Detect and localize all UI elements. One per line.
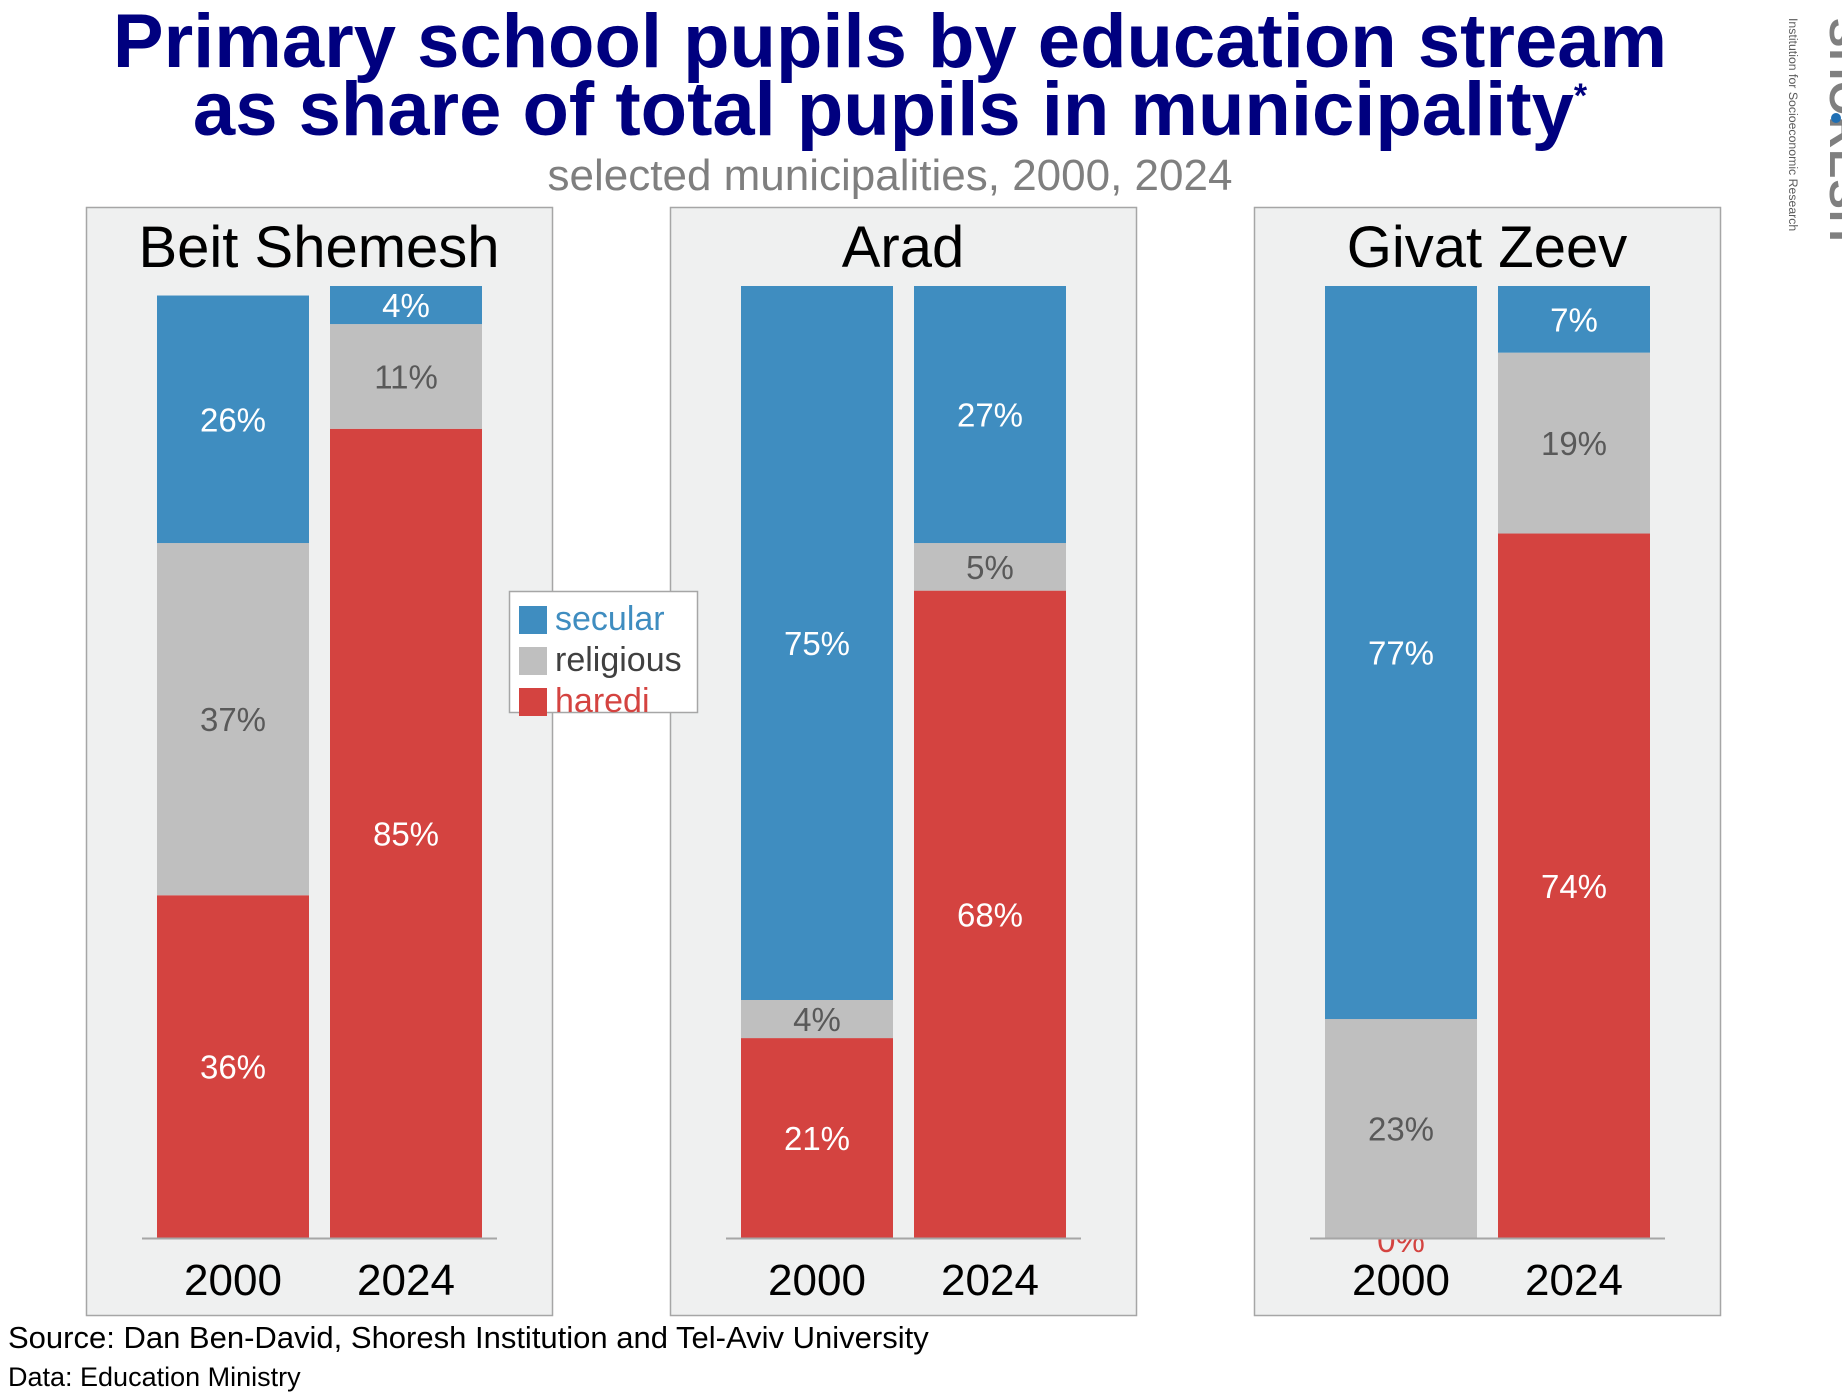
bar-givat-zeev-2000-religious xyxy=(1325,1019,1477,1238)
data-label-givat-zeev-2024-haredi: 74% xyxy=(1541,868,1607,905)
bar-givat-zeev-2024-secular xyxy=(1498,286,1650,353)
panel-title-givat-zeev: Givat Zeev xyxy=(1347,215,1627,280)
panel-arad xyxy=(669,206,1138,1317)
chart-subtitle: selected municipalities, 2000, 2024 xyxy=(547,151,1233,200)
data-note: Data: Education Ministry xyxy=(8,1362,301,1392)
data-label-arad-2024-haredi: 68% xyxy=(957,896,1023,933)
x-tick-arad-2000: 2000 xyxy=(768,1256,866,1305)
chart-title-line2-text: as share of total pupils in municipality xyxy=(192,67,1574,152)
bar-beit-shemesh-2000-haredi xyxy=(157,895,309,1238)
panel-title-beit-shemesh: Beit Shemesh xyxy=(138,215,499,280)
x-tick-beit-shemesh-2024: 2024 xyxy=(357,1256,455,1305)
data-label-arad-2024-religious: 5% xyxy=(966,549,1014,586)
bar-arad-2000-haredi xyxy=(741,1038,893,1238)
panel-givat-zeev xyxy=(1253,206,1722,1317)
stacked-bar-chart: Beit Shemesh 36% 37% 26% 2000 85% 11% 4% 2024 Ara… xyxy=(85,206,1722,1317)
data-label-givat-zeev-2000-religious: 23% xyxy=(1368,1111,1434,1148)
bar-beit-shemesh-2024-haredi xyxy=(330,428,482,1238)
source-note: Source: Dan Ben-David, Shoresh Instituti… xyxy=(8,1320,929,1355)
data-label-givat-zeev-2000-secular: 77% xyxy=(1368,635,1434,672)
bar-givat-zeev-2024-haredi xyxy=(1498,533,1650,1238)
panel-title-arad: Arad xyxy=(842,215,965,280)
x-tick-arad-2024: 2024 xyxy=(941,1256,1039,1305)
legend-swatch-religious xyxy=(519,647,547,675)
data-label-beit-shemesh-2024-religious: 11% xyxy=(374,358,438,395)
data-label-beit-shemesh-2000-religious: 37% xyxy=(200,701,266,738)
bar-givat-zeev-2000-secular xyxy=(1325,286,1477,1020)
bar-arad-2024-haredi xyxy=(914,590,1066,1238)
bar-arad-2024-secular xyxy=(914,286,1066,544)
legend-swatch-haredi xyxy=(519,688,547,716)
data-label-arad-2000-religious: 4% xyxy=(793,1001,841,1038)
bar-beit-shemesh-2024-religious xyxy=(330,324,482,429)
x-tick-givat-zeev-2024: 2024 xyxy=(1525,1256,1623,1305)
legend-label-secular: secular xyxy=(555,600,665,638)
bar-beit-shemesh-2000-secular xyxy=(157,295,309,544)
data-label-arad-2000-secular: 75% xyxy=(784,625,850,662)
logo-dot-icon xyxy=(1831,113,1841,123)
bar-beit-shemesh-2000-religious xyxy=(157,543,309,896)
data-label-beit-shemesh-2000-haredi: 36% xyxy=(200,1049,266,1086)
legend-swatch-secular xyxy=(519,606,547,634)
footnote-mark: * xyxy=(1573,77,1588,115)
legend-label-religious: religious xyxy=(555,641,682,679)
logo-name: SHORESH xyxy=(1820,18,1842,243)
bar-beit-shemesh-2024-secular xyxy=(330,286,482,325)
bar-arad-2000-secular xyxy=(741,286,893,1000)
chart-title-line2: as share of total pupils in municipality… xyxy=(0,72,1780,162)
data-label-beit-shemesh-2024-haredi: 85% xyxy=(373,815,439,852)
data-label-beit-shemesh-2000-secular: 26% xyxy=(200,401,266,438)
chart-title-line1: Primary school pupils by education strea… xyxy=(112,0,1668,84)
bar-givat-zeev-2024-religious xyxy=(1498,352,1650,534)
data-label-beit-shemesh-2024-secular: 4% xyxy=(382,287,430,324)
x-tick-givat-zeev-2000: 2000 xyxy=(1352,1256,1450,1305)
x-tick-beit-shemesh-2000: 2000 xyxy=(184,1256,282,1305)
bar-arad-2024-religious xyxy=(914,543,1066,591)
logo-tagline: Institution for Socioeconomic Research xyxy=(1786,18,1800,231)
data-label-arad-2024-secular: 27% xyxy=(957,397,1023,434)
shoresh-logo: SHORESH Institution for Socioeconomic Re… xyxy=(1786,18,1842,243)
data-label-givat-zeev-2024-religious: 19% xyxy=(1541,425,1607,462)
legend-label-haredi: haredi xyxy=(555,682,650,720)
panel-beit-shemesh xyxy=(85,206,554,1317)
bar-arad-2000-religious xyxy=(741,1000,893,1039)
data-label-arad-2000-haredi: 21% xyxy=(784,1120,850,1157)
data-label-givat-zeev-2024-secular: 7% xyxy=(1550,301,1598,338)
